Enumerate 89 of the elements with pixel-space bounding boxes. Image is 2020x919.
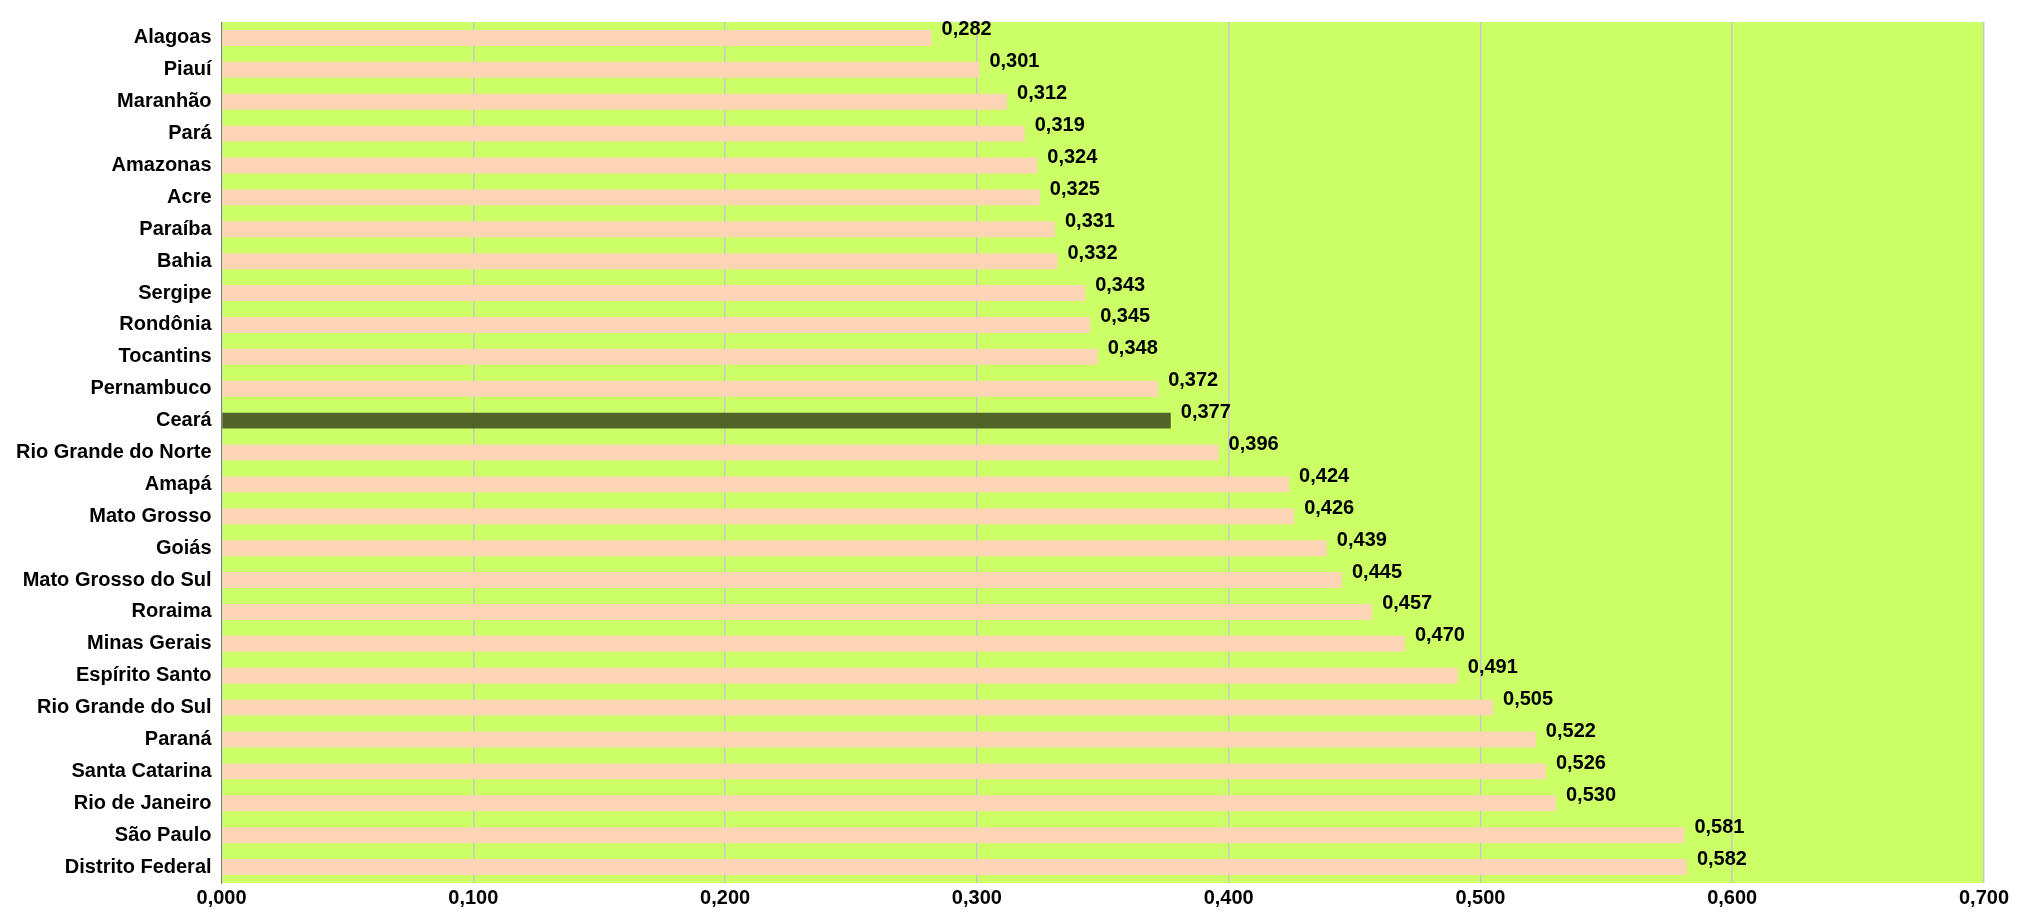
data-label: 0,301 [989, 49, 1040, 72]
y-tick-label: Paraíba [139, 216, 213, 239]
y-tick-label: Mato Grosso [89, 503, 212, 526]
bar [222, 667, 1458, 684]
bar [222, 93, 1008, 110]
x-tick-label: 0,200 [700, 885, 751, 908]
bar [222, 699, 1494, 716]
data-label: 0,470 [1414, 623, 1465, 646]
bar [222, 540, 1327, 557]
data-label: 0,505 [1503, 687, 1554, 710]
data-label: 0,372 [1168, 368, 1219, 391]
y-tick-label: Distrito Federal [64, 854, 212, 877]
y-tick-label: Mato Grosso do Sul [22, 567, 212, 590]
data-label: 0,491 [1467, 655, 1518, 678]
y-tick-label: Rio Grande do Sul [37, 695, 212, 718]
bar [222, 285, 1086, 302]
bar [222, 412, 1171, 429]
bar [222, 444, 1219, 461]
data-label: 0,526 [1555, 750, 1606, 773]
y-tick-label: Maranhão [117, 89, 212, 112]
y-tick-label: Alagoas [133, 25, 212, 48]
y-tick-label: Pernambuco [90, 376, 212, 399]
bar [222, 29, 932, 46]
bar [222, 380, 1159, 397]
bar [222, 763, 1546, 780]
bar [222, 508, 1295, 525]
y-tick-label: São Paulo [114, 822, 212, 845]
y-tick-label: Tocantins [118, 344, 212, 367]
data-label: 0,343 [1095, 272, 1146, 295]
bar [222, 253, 1058, 270]
data-label: 0,319 [1034, 113, 1085, 136]
data-label: 0,426 [1304, 495, 1355, 518]
data-label: 0,345 [1100, 304, 1151, 327]
y-tick-label: Piauí [163, 57, 214, 80]
data-label: 0,439 [1336, 527, 1387, 550]
bar [222, 476, 1290, 493]
y-tick-label: Rio Grande do Norte [15, 440, 212, 463]
data-label: 0,324 [1047, 145, 1099, 168]
data-label: 0,332 [1067, 240, 1118, 263]
data-label: 0,377 [1180, 400, 1231, 423]
data-label: 0,331 [1064, 208, 1116, 231]
x-tick-label: 0,500 [1455, 885, 1506, 908]
data-label: 0,457 [1382, 591, 1433, 614]
x-tick-label: 0,300 [951, 885, 1002, 908]
bar [222, 221, 1055, 238]
data-label: 0,582 [1696, 846, 1747, 869]
bar [222, 125, 1025, 142]
data-label: 0,312 [1017, 81, 1068, 104]
y-tick-label: Acre [167, 184, 212, 207]
data-label: 0,325 [1049, 176, 1100, 199]
x-tick-label: 0,100 [448, 885, 499, 908]
bar [222, 572, 1342, 589]
bar [222, 61, 980, 78]
y-tick-label: Rondônia [119, 312, 213, 335]
data-label: 0,445 [1351, 559, 1403, 582]
bar [222, 795, 1556, 812]
bar [222, 827, 1685, 844]
y-tick-label: Sergipe [138, 280, 212, 303]
y-tick-label: Pará [168, 121, 213, 144]
x-tick-label: 0,000 [196, 885, 247, 908]
bar [222, 189, 1040, 206]
data-label: 0,282 [941, 17, 992, 40]
y-tick-label: Minas Gerais [87, 631, 212, 654]
bar [222, 157, 1038, 174]
bar [222, 603, 1373, 620]
bar [222, 635, 1405, 652]
y-tick-label: Ceará [155, 408, 213, 431]
data-label: 0,581 [1694, 814, 1745, 837]
bar [222, 348, 1098, 365]
data-label: 0,424 [1299, 463, 1351, 486]
y-tick-label: Paraná [144, 727, 213, 750]
bar [222, 316, 1091, 333]
y-tick-label: Espírito Santo [75, 663, 212, 686]
bar [222, 731, 1536, 748]
y-tick-label: Goiás [155, 535, 212, 558]
y-tick-label: Bahia [157, 248, 213, 271]
data-label: 0,530 [1565, 782, 1617, 805]
data-label: 0,348 [1107, 336, 1158, 359]
x-tick-label: 0,600 [1707, 885, 1758, 908]
y-tick-label: Rio de Janeiro [73, 790, 212, 813]
data-label: 0,522 [1545, 719, 1596, 742]
bar [222, 859, 1687, 876]
data-label: 0,396 [1228, 432, 1279, 455]
y-tick-label: Santa Catarina [71, 758, 213, 781]
y-tick-label: Amazonas [111, 153, 212, 176]
x-tick-label: 0,400 [1203, 885, 1254, 908]
y-tick-label: Roraima [131, 599, 213, 622]
y-tick-label: Amapá [144, 471, 213, 494]
x-tick-label: 0,700 [1958, 885, 2010, 908]
